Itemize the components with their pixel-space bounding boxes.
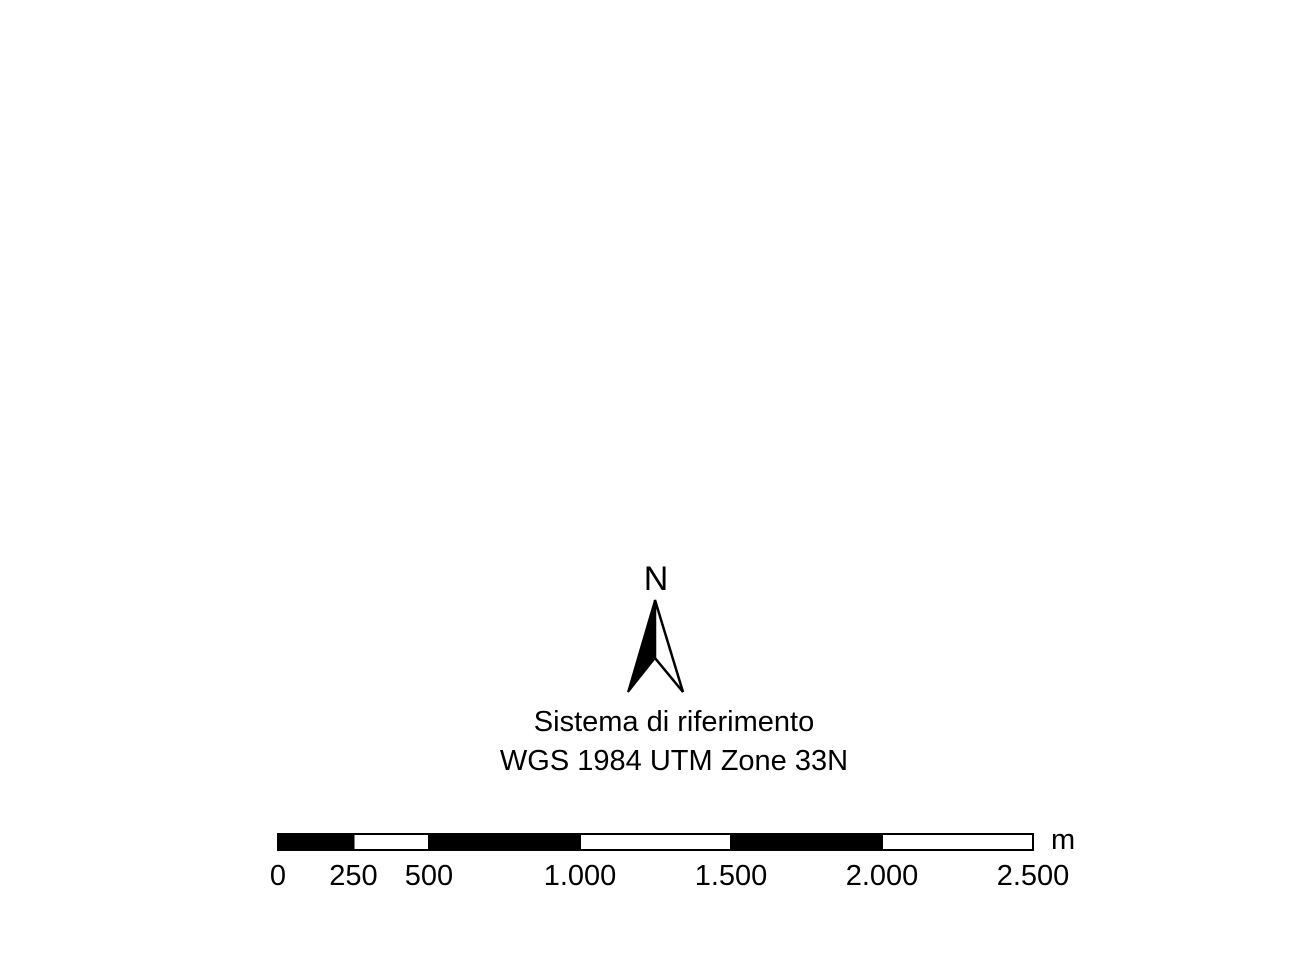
reference-system-name: WGS 1984 UTM Zone 33N <box>499 745 849 777</box>
scale-bar-tick-label-0: 0 <box>269 860 287 892</box>
scale-bar-tick-label-1: 250 <box>329 860 378 892</box>
scale-bar-tick-label-4: 1.500 <box>694 860 768 892</box>
north-arrow-icon <box>627 599 685 693</box>
scale-bar-segment-4 <box>730 833 883 851</box>
reference-system: Sistema di riferimento WGS 1984 UTM Zone… <box>374 703 974 781</box>
scale-bar-tick-label-5: 2.000 <box>845 860 919 892</box>
scale-bar-segment-1 <box>352 833 430 851</box>
north-label: N <box>643 560 669 598</box>
scale-bar-segment-5 <box>881 833 1034 851</box>
reference-system-title: Sistema di riferimento <box>533 706 815 738</box>
north-arrow-light-half <box>653 599 685 693</box>
scale-bar-segment-2 <box>428 833 581 851</box>
scale-bar-segment-0 <box>277 833 355 851</box>
scale-bar-unit: m <box>1051 824 1076 856</box>
scale-bar-tick-label-3: 1.000 <box>543 860 617 892</box>
scale-bar-segment-3 <box>579 833 732 851</box>
scale-bar-tick-label-6: 2.500 <box>996 860 1070 892</box>
scale-bar-tick-label-2: 500 <box>404 860 454 892</box>
